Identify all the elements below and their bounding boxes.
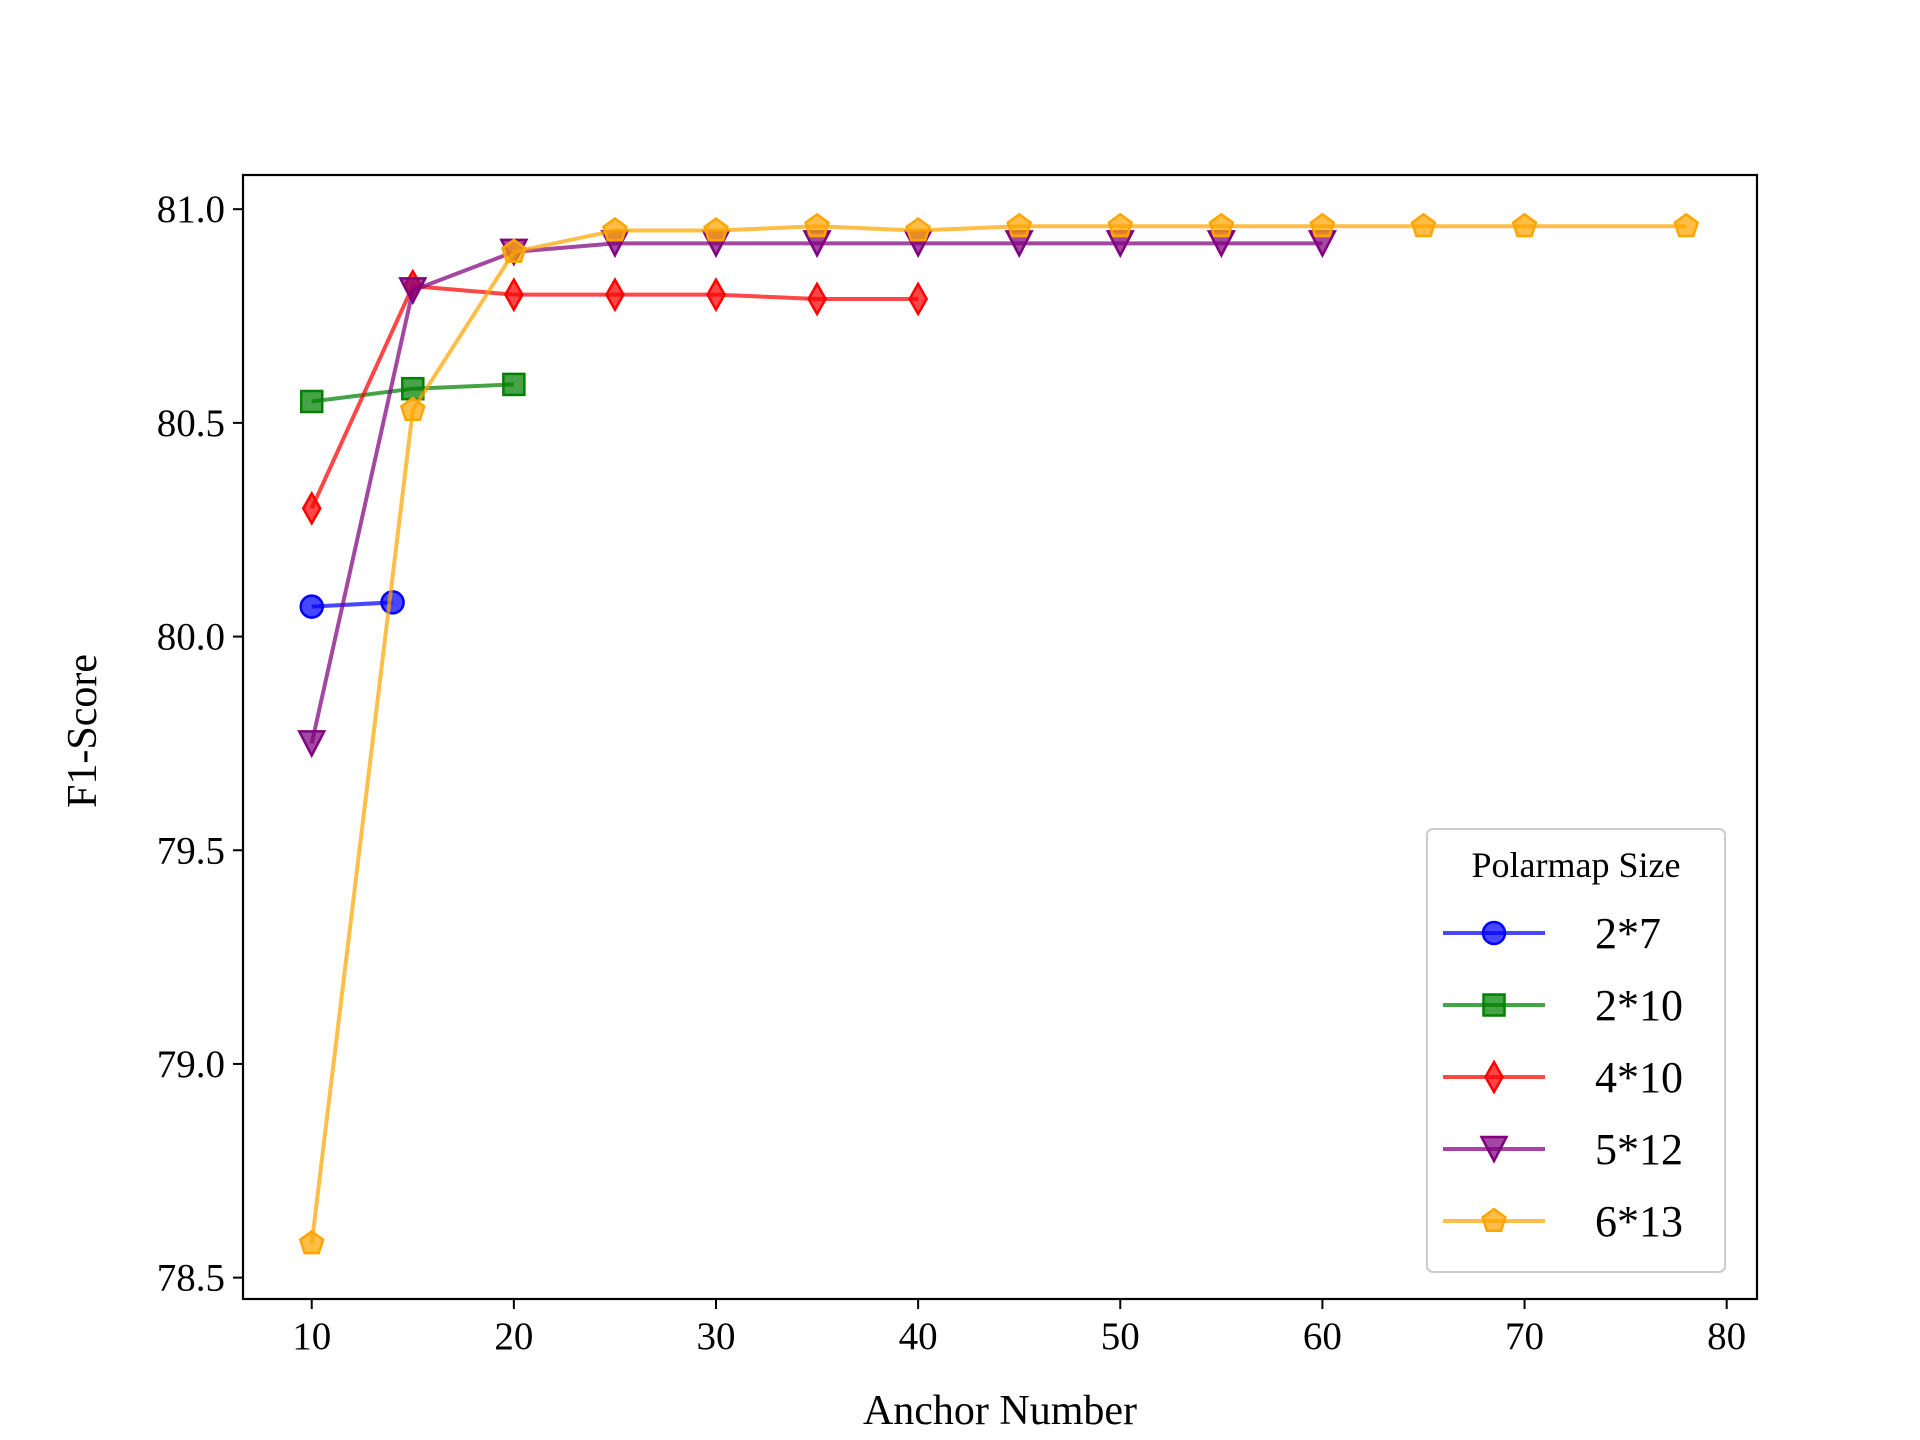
x-tick-label: 60 [1303,1315,1342,1358]
x-tick-label: 70 [1505,1315,1544,1358]
data-point [1309,212,1336,238]
data-point [602,217,628,242]
data-point [804,212,830,238]
data-point [1511,212,1538,238]
series-5*12 [297,230,1337,759]
series-4*10 [301,268,929,526]
x-axis-title: Anchor Number [863,1388,1137,1434]
legend-marker [1479,1135,1509,1164]
x-tick-label: 20 [494,1315,533,1358]
data-point [706,277,726,313]
data-point [1673,212,1700,238]
x-tick-label: 30 [696,1315,735,1358]
plot-area [297,212,1700,1255]
data-point [908,281,929,317]
data-point [297,730,327,759]
legend-item: 4*10 [1443,1053,1683,1102]
data-point [299,594,324,619]
series-6*13 [298,212,1700,1255]
legend-item: 2*10 [1443,981,1683,1030]
legend-label: 2*7 [1595,909,1661,958]
axes: 10 20 30 40 50 60 70 80 78.5 79.0 79.5 80.0 80.5 81.0 [157,173,1759,1358]
y-tick-label: 80.0 [157,616,225,659]
y-axis-title: F1-Score [60,654,106,808]
legend-marker [1484,1059,1504,1095]
series-line [311,600,393,609]
data-point [500,238,527,263]
data-point [1107,212,1134,238]
plot-frame [241,173,1759,1301]
legend-marker [1481,920,1507,946]
data-point [298,1229,325,1255]
series-line [309,224,1687,1244]
y-tick-label: 80.5 [157,402,225,445]
data-point [703,217,729,242]
y-tick-label: 81.0 [157,188,225,231]
data-point [1410,212,1437,238]
data-point [807,281,828,317]
data-point [399,396,426,422]
legend-marker [1481,1207,1507,1232]
data-point [398,277,428,306]
legend-label: 2*10 [1595,981,1683,1030]
data-point [380,590,405,615]
legend-label: 5*12 [1595,1125,1683,1174]
legend-item: 2*7 [1443,909,1661,958]
y-tick-label: 79.5 [157,829,225,872]
y-tick-label: 79.0 [157,1043,225,1086]
legend-item: 6*13 [1443,1197,1683,1246]
legend-title: Polarmap Size [1472,845,1681,885]
x-tick-label: 10 [292,1315,331,1358]
data-point [905,217,932,242]
series-line [309,241,1323,744]
legend-item: 5*12 [1443,1125,1683,1174]
x-tick-label: 40 [899,1315,938,1358]
data-point [301,490,322,526]
legend: Polarmap Size 2*7 2*10 4*10 5*12 6*13 [1426,828,1726,1273]
data-point [1006,212,1033,238]
y-tick-label: 78.5 [157,1257,225,1300]
legend-label: 6*13 [1595,1197,1683,1246]
data-point [604,277,625,313]
data-point [299,389,324,414]
legend-label: 4*10 [1595,1053,1683,1102]
legend-marker [1482,993,1506,1017]
x-tick-label: 50 [1101,1315,1140,1358]
x-tick-label: 80 [1707,1315,1746,1358]
data-point [502,372,526,397]
data-point [1208,212,1235,238]
data-point [503,277,524,313]
